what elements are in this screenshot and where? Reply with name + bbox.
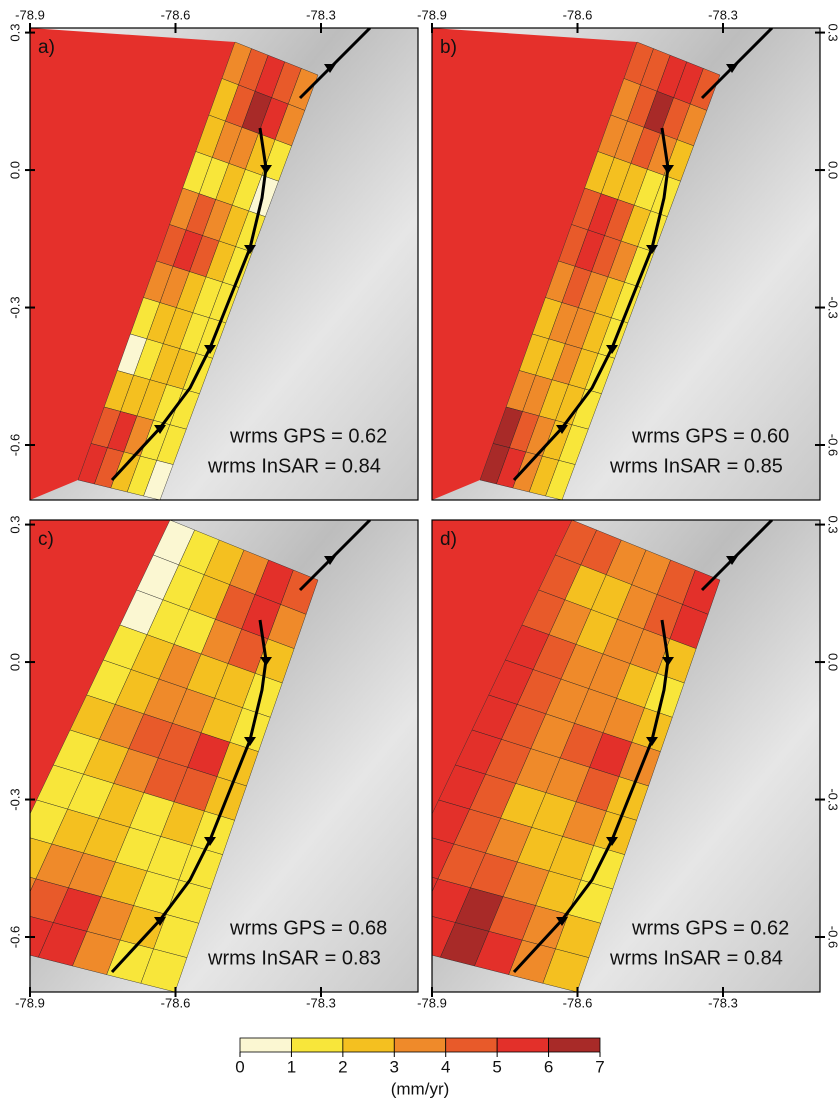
wrms-insar: wrms InSAR = 0.84 [609, 947, 783, 969]
colorbar-tick-label: 3 [390, 1057, 399, 1076]
y-tick-label: 0.0 [7, 653, 22, 671]
x-tick-label: -78.3 [306, 7, 336, 22]
x-tick-label: -78.6 [161, 995, 191, 1010]
fault-trace [512, 127, 670, 482]
map-panel [30, 520, 418, 992]
fault-trace [512, 619, 670, 974]
slip-cell [140, 948, 188, 992]
colorbar-tick-label: 7 [595, 1057, 604, 1076]
frame [29, 27, 419, 501]
colorbar-bin [239, 1037, 292, 1053]
thrust-tooth [244, 245, 256, 254]
y-tick-label: -0.6 [7, 434, 22, 456]
colorbar-bin [445, 1037, 498, 1053]
y-tick-label: -0.3 [826, 296, 840, 318]
colorbar-label: (mm/yr) [391, 1079, 450, 1098]
frame [431, 519, 821, 993]
colorbar-bin [393, 1037, 447, 1053]
colorbar-bin [291, 1037, 344, 1053]
model-area [30, 28, 235, 500]
thrust-tooth [154, 917, 166, 926]
map-panel [432, 520, 820, 992]
y-tick-label: -0.6 [826, 434, 840, 456]
wrms-insar: wrms InSAR = 0.83 [207, 947, 381, 969]
thrust-tooth [726, 556, 738, 565]
thrust-tooth [260, 165, 272, 174]
thrust-tooth [154, 425, 166, 434]
thrust-tooth [662, 657, 674, 666]
colorbar-tick-label: 2 [338, 1057, 347, 1076]
wrms-gps: wrms GPS = 0.60 [631, 425, 789, 447]
y-tick-label: 0.3 [7, 24, 22, 42]
thrust-tooth [204, 837, 216, 846]
y-tick-label: -0.6 [7, 926, 22, 948]
colorbar-tick-label: 4 [441, 1057, 450, 1076]
thrust-tooth [556, 917, 568, 926]
colorbar-bin [548, 1037, 601, 1053]
y-tick-label: -0.3 [7, 788, 22, 810]
panel-label: b) [440, 37, 457, 58]
colorbar-bin [342, 1037, 395, 1053]
x-tick-label: -78.9 [417, 995, 447, 1010]
frame [29, 519, 419, 993]
y-tick-label: 0.0 [826, 653, 840, 671]
thrust-tooth [646, 737, 658, 746]
wrms-gps: wrms GPS = 0.62 [229, 425, 387, 447]
panel-label: c) [38, 529, 54, 550]
panel-label: d) [440, 529, 457, 550]
slip-cell [545, 460, 576, 500]
thrust-tooth [556, 425, 568, 434]
thrust-tooth [324, 556, 336, 565]
colorbar-tick-label: 5 [492, 1057, 501, 1076]
x-tick-label: -78.9 [15, 995, 45, 1010]
wrms-gps: wrms GPS = 0.68 [229, 917, 387, 939]
x-tick-label: -78.6 [563, 995, 593, 1010]
x-tick-label: -78.9 [15, 7, 45, 22]
y-tick-label: 0.0 [826, 161, 840, 179]
colorbar-tick-label: 0 [235, 1057, 244, 1076]
fault-trace [110, 127, 268, 482]
thrust-tooth [324, 64, 336, 73]
slip-cell [143, 460, 174, 500]
y-tick-label: -0.6 [826, 926, 840, 948]
y-tick-label: 0.0 [7, 161, 22, 179]
panel-label: a) [38, 37, 55, 58]
thrust-tooth [646, 245, 658, 254]
thrust-tooth [204, 345, 216, 354]
y-tick-label: 0.3 [826, 516, 840, 534]
thrust-tooth [662, 165, 674, 174]
wrms-gps: wrms GPS = 0.62 [631, 917, 789, 939]
model-area [432, 28, 637, 500]
y-tick-label: -0.3 [826, 788, 840, 810]
wrms-insar: wrms InSAR = 0.84 [207, 455, 381, 477]
x-tick-label: -78.6 [161, 7, 191, 22]
thrust-tooth [244, 737, 256, 746]
slip-cell [542, 948, 590, 992]
thrust-tooth [606, 837, 618, 846]
x-tick-label: -78.3 [306, 995, 336, 1010]
map-panel [432, 28, 820, 500]
fault-trace [110, 619, 268, 974]
x-tick-label: -78.9 [417, 7, 447, 22]
map-panel [30, 28, 418, 500]
model-area [432, 520, 572, 960]
colorbar-tick-label: 1 [287, 1057, 296, 1076]
colorbar-bin [496, 1037, 549, 1053]
x-tick-label: -78.3 [708, 995, 738, 1010]
thrust-tooth [606, 345, 618, 354]
wrms-insar: wrms InSAR = 0.85 [609, 455, 783, 477]
thrust-tooth [726, 64, 738, 73]
frame [431, 27, 821, 501]
thrust-tooth [260, 657, 272, 666]
model-area [30, 520, 170, 960]
y-tick-label: 0.3 [7, 516, 22, 534]
y-tick-label: 0.3 [826, 24, 840, 42]
x-tick-label: -78.6 [563, 7, 593, 22]
colorbar-tick-label: 6 [544, 1057, 553, 1076]
x-tick-label: -78.3 [708, 7, 738, 22]
y-tick-label: -0.3 [7, 296, 22, 318]
